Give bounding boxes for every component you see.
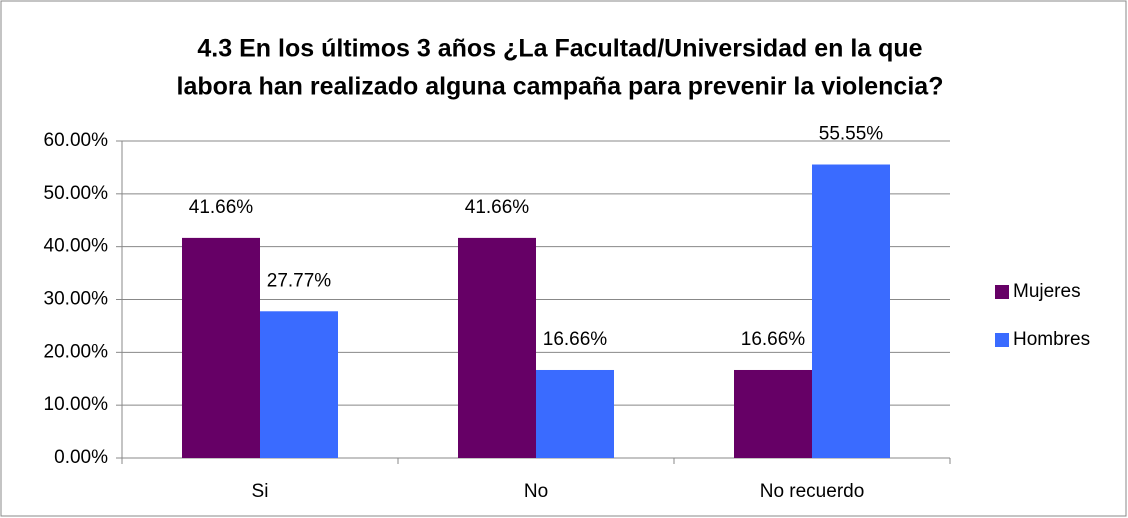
y-tick-label: 0.00%	[54, 447, 108, 468]
data-label: 41.66%	[465, 197, 530, 218]
y-tick-label: 10.00%	[44, 394, 109, 415]
data-label: 16.66%	[741, 329, 806, 350]
y-tick-label: 40.00%	[44, 236, 109, 257]
legend-label: Mujeres	[1013, 281, 1081, 302]
bar	[260, 311, 338, 458]
bar	[536, 369, 614, 458]
y-tick-label: 30.00%	[44, 289, 109, 310]
y-tick-label: 60.00%	[44, 130, 109, 151]
bar	[734, 369, 812, 458]
y-tick-label: 20.00%	[44, 341, 109, 362]
data-label: 55.55%	[819, 124, 884, 145]
legend-label: Hombres	[1013, 329, 1090, 350]
chart-title: labora han realizado alguna campaña para…	[177, 73, 944, 101]
data-label: 16.66%	[543, 329, 608, 350]
legend-swatch	[995, 285, 1009, 299]
chart-title: 4.3 En los últimos 3 años ¿La Facultad/U…	[197, 35, 922, 63]
bar	[812, 164, 890, 458]
y-tick-label: 50.00%	[44, 183, 109, 204]
data-label: 41.66%	[189, 197, 254, 218]
x-tick-label: No	[524, 481, 548, 502]
legend-swatch	[995, 333, 1009, 347]
bar	[458, 237, 536, 458]
x-tick-label: No recuerdo	[760, 481, 865, 502]
x-tick-label: Si	[252, 481, 269, 502]
data-label: 27.77%	[267, 270, 332, 291]
bar	[182, 237, 260, 458]
